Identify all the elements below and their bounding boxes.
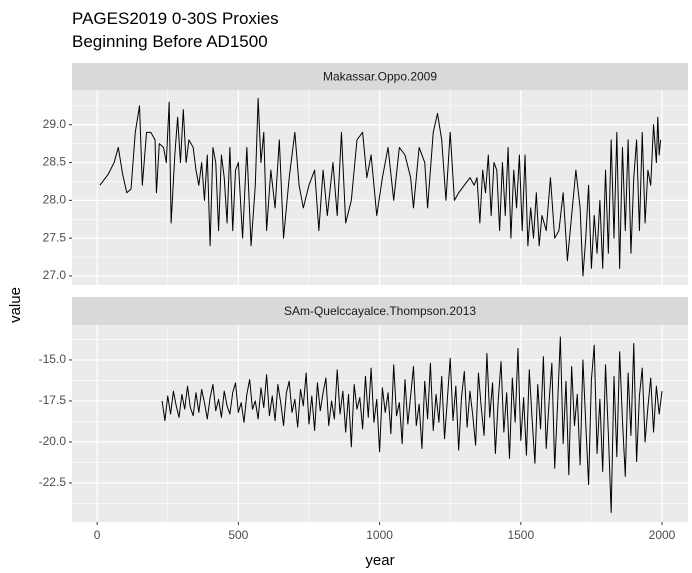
y-tick-label: 28.0	[43, 193, 67, 207]
y-tick-label: 28.5	[43, 155, 67, 169]
x-tick-label: 1500	[507, 528, 534, 542]
strip	[72, 63, 688, 90]
x-tick-label: 1000	[366, 528, 393, 542]
y-axis-title: value	[7, 287, 24, 323]
y-tick-label: 27.0	[43, 268, 67, 282]
strip-label: Makassar.Oppo.2009	[323, 70, 437, 84]
y-tick-label: 27.5	[43, 230, 67, 244]
x-axis-title: year	[365, 552, 394, 569]
chart-title: PAGES2019 0-30S Proxies	[72, 9, 279, 28]
line	[99, 97, 662, 277]
line	[161, 336, 663, 513]
y-tick-label: -20.0	[39, 434, 67, 448]
y-tick-label: -22.5	[39, 475, 67, 489]
x-tick-label: 2000	[649, 528, 676, 542]
strip-label: SAm-Quelccayalce.Thompson.2013	[284, 304, 476, 318]
y-tick-label: -17.5	[39, 393, 67, 407]
y-tick-label: 29.0	[43, 117, 67, 131]
x-tick-label: 500	[228, 528, 248, 542]
strip	[72, 297, 688, 325]
chart-subtitle: Beginning Before AD1500	[72, 32, 268, 51]
x-tick-label: 0	[94, 528, 101, 542]
y-tick-label: -15.0	[39, 352, 67, 366]
